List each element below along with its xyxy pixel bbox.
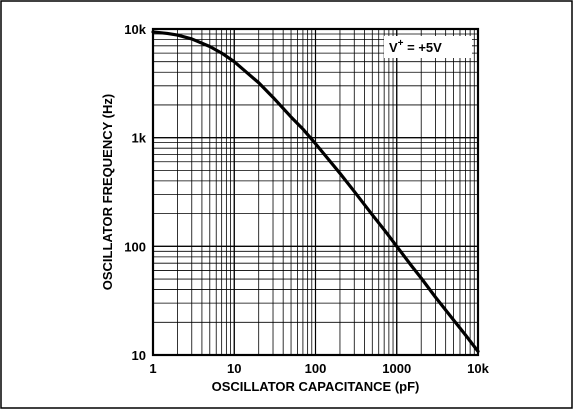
y-tick-label: 100 <box>124 239 146 254</box>
annotation-superscript: + <box>398 38 404 49</box>
series-line-0 <box>151 30 480 353</box>
x-tick-label: 1 <box>149 361 156 376</box>
x-tick-label: 10k <box>467 361 489 376</box>
grid-layer <box>152 28 479 356</box>
annotation-suffix: = +5V <box>404 40 443 55</box>
y-tick-label: 10 <box>132 348 146 363</box>
y-tick-label: 1k <box>132 131 147 146</box>
y-axis-label: OSCILLATOR FREQUENCY (Hz) <box>100 94 115 290</box>
series-layer <box>151 30 480 353</box>
annotation-box: V+ = +5V <box>384 36 472 58</box>
annotation-text: V+ = +5V <box>389 38 442 55</box>
y-tick-label: 10k <box>124 22 146 37</box>
x-axis-label: OSCILLATOR CAPACITANCE (pF) <box>212 379 420 394</box>
x-tick-label: 1000 <box>382 361 411 376</box>
x-tick-label: 100 <box>305 361 327 376</box>
annotation-main: V <box>389 40 398 55</box>
annotation-background <box>384 36 472 58</box>
plot-border <box>151 27 480 357</box>
x-tick-label: 10 <box>227 361 241 376</box>
